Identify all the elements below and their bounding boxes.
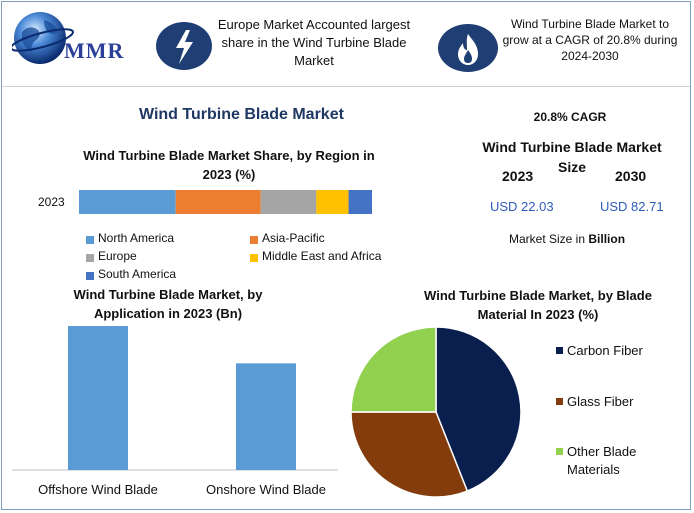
region-chart-title: Wind Turbine Blade Market Share, by Regi… bbox=[83, 148, 375, 182]
globe-icon bbox=[10, 12, 74, 64]
market-size-note-unit: Billion bbox=[588, 232, 626, 246]
pie-legend-label-1: Glass Fiber bbox=[567, 394, 634, 409]
application-tick-label-1: Onshore Wind Blade bbox=[206, 482, 326, 497]
market-size-title: Wind Turbine Blade Market Size bbox=[482, 139, 662, 175]
flame-icon bbox=[458, 34, 478, 65]
region-bar-segment-1 bbox=[175, 190, 261, 214]
application-bar-1 bbox=[236, 363, 296, 470]
material-chart-title: Wind Turbine Blade Market, by Blade Mate… bbox=[424, 288, 652, 322]
pie-slice-2 bbox=[350, 326, 437, 413]
main-title: Wind Turbine Blade Market bbox=[139, 106, 344, 123]
region-legend-swatch-0 bbox=[86, 236, 94, 244]
pie-legend-swatch-0 bbox=[556, 347, 563, 354]
value-2030: USD 82.71 bbox=[600, 199, 664, 214]
lightning-icon-badge bbox=[156, 22, 212, 70]
region-bar-segment-3 bbox=[316, 190, 349, 214]
region-legend-label-2: Europe bbox=[98, 249, 137, 263]
application-bar-0 bbox=[68, 326, 128, 470]
logo-text: MMR bbox=[64, 38, 125, 63]
pie-slice-1 bbox=[350, 411, 469, 498]
region-stacked-bar-chart: 2023 bbox=[38, 190, 372, 214]
region-bar-segment-2 bbox=[260, 190, 317, 214]
pie-slice-0 bbox=[435, 326, 522, 493]
application-tick-label-0: Offshore Wind Blade bbox=[38, 482, 158, 497]
pie-legend-swatch-2 bbox=[556, 448, 563, 455]
region-bar-segment-4 bbox=[348, 190, 372, 214]
region-legend-label-4: South America bbox=[98, 267, 177, 281]
application-chart-title: Wind Turbine Blade Market, by Applicatio… bbox=[73, 287, 263, 321]
value-2023: USD 22.03 bbox=[490, 199, 554, 214]
flame-icon-badge bbox=[438, 24, 498, 72]
region-legend-swatch-3 bbox=[250, 254, 258, 262]
lightning-icon bbox=[176, 30, 193, 64]
header-box-1-text: Europe Market Accounted largest share in… bbox=[217, 17, 411, 68]
region-year-label: 2023 bbox=[38, 195, 65, 209]
region-legend-swatch-2 bbox=[86, 254, 94, 262]
region-legend-swatch-1 bbox=[250, 236, 258, 244]
region-legend-swatch-4 bbox=[86, 272, 94, 280]
year-2023-label: 2023 bbox=[502, 168, 534, 184]
year-2030-label: 2030 bbox=[615, 168, 647, 184]
region-legend-label-3: Middle East and Africa bbox=[262, 249, 382, 263]
logo: MMR bbox=[10, 10, 140, 66]
pie-legend-label-0: Carbon Fiber bbox=[567, 343, 644, 358]
header-divider bbox=[2, 86, 690, 87]
application-bar-chart: Offshore Wind Blade Onshore Wind Blade bbox=[12, 326, 338, 497]
header-box-2-text: Wind Turbine Blade Market to grow at a C… bbox=[502, 17, 678, 63]
region-legend-label-0: North America bbox=[98, 231, 175, 245]
material-pie-chart: Carbon Fiber Glass Fiber Other Blade Materi… bbox=[350, 326, 644, 498]
market-size-note: Market Size in Billion bbox=[509, 232, 625, 246]
pie-legend-label-2: Other Blade Materials bbox=[567, 444, 636, 477]
region-bar-segment-0 bbox=[79, 190, 176, 214]
region-legend-label-1: Asia-Pacific bbox=[262, 231, 325, 245]
pie-legend-swatch-1 bbox=[556, 398, 563, 405]
cagr-label: 20.8% CAGR bbox=[533, 110, 607, 124]
market-size-note-prefix: Market Size in bbox=[509, 232, 589, 246]
